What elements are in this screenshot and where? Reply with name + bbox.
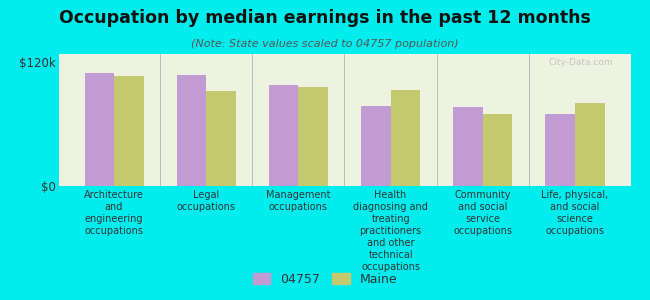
Bar bbox=[391, 90, 420, 186]
Bar bbox=[269, 85, 298, 186]
Bar bbox=[206, 91, 236, 186]
Text: City-Data.com: City-Data.com bbox=[549, 58, 614, 67]
Bar bbox=[575, 103, 604, 186]
Bar bbox=[298, 87, 328, 186]
Text: (Note: State values scaled to 04757 population): (Note: State values scaled to 04757 popu… bbox=[191, 39, 459, 49]
Bar bbox=[361, 106, 391, 186]
Bar bbox=[114, 76, 144, 186]
Bar bbox=[453, 106, 483, 186]
Text: Occupation by median earnings in the past 12 months: Occupation by median earnings in the pas… bbox=[59, 9, 591, 27]
Legend: 04757, Maine: 04757, Maine bbox=[248, 268, 402, 291]
Bar bbox=[483, 114, 512, 186]
Bar bbox=[177, 75, 206, 186]
Bar bbox=[545, 114, 575, 186]
Bar bbox=[84, 73, 114, 186]
